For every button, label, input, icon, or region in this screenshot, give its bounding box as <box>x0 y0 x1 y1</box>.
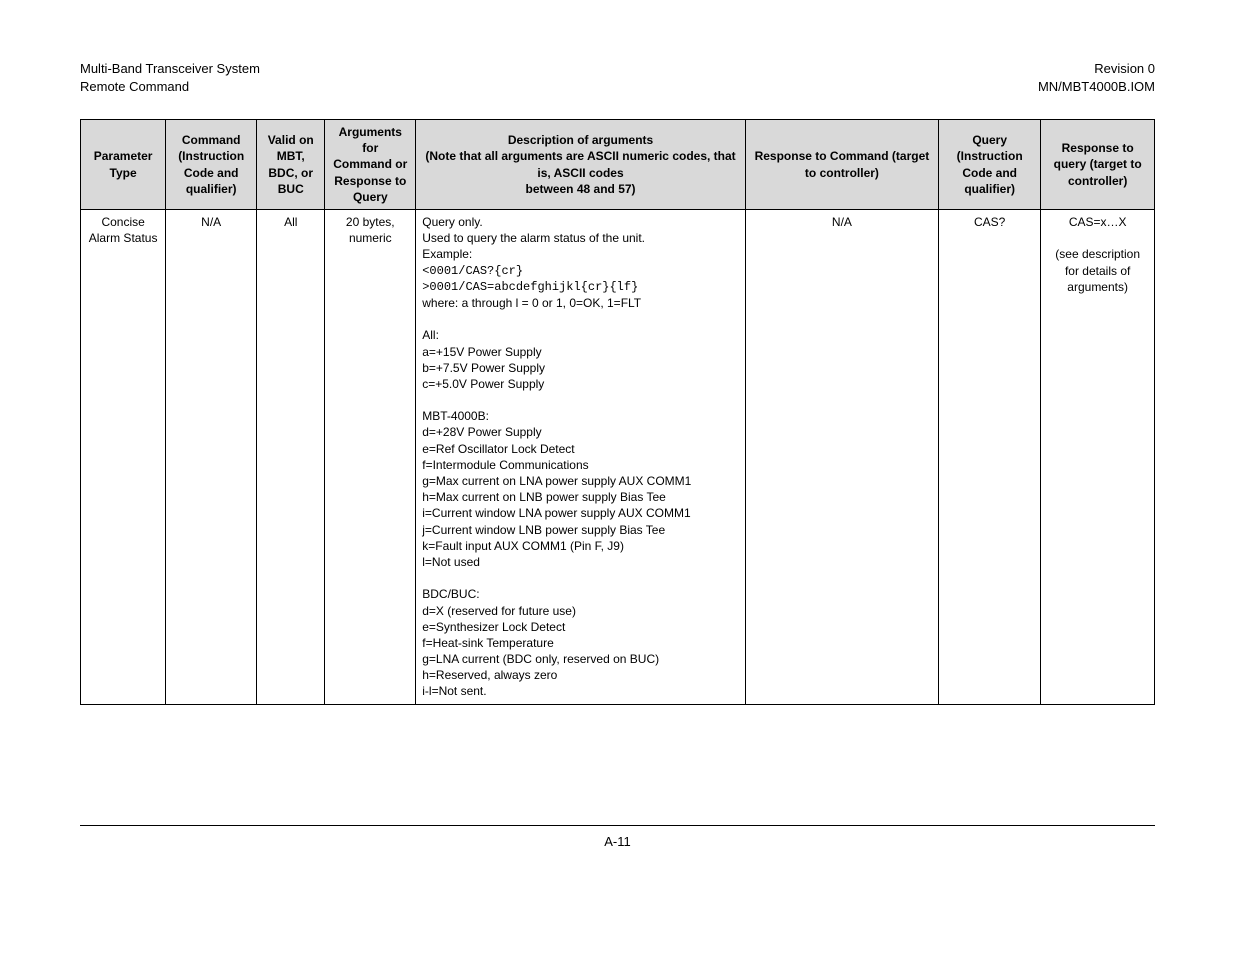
desc-intro2: Used to query the alarm status of the un… <box>422 230 739 246</box>
cell-response-to-query: CAS=x…X (see description for details of … <box>1041 210 1155 705</box>
resp-query-line2: (see description for details of argument… <box>1047 246 1148 295</box>
th-response-to-command: Response to Command (target to controlle… <box>745 120 938 210</box>
all-a: a=+15V Power Supply <box>422 344 739 360</box>
header-right: Revision 0 MN/MBT4000B.IOM <box>1038 60 1155 95</box>
bdc-f: f=Heat-sink Temperature <box>422 635 739 651</box>
all-b: b=+7.5V Power Supply <box>422 360 739 376</box>
mbt-f: f=Intermodule Communications <box>422 457 739 473</box>
header-left-line2: Remote Command <box>80 78 260 96</box>
th-query: Query (Instruction Code and qualifier) <box>939 120 1041 210</box>
resp-query-line1: CAS=x…X <box>1047 214 1148 230</box>
th-response-to-query: Response to query (target to controller) <box>1041 120 1155 210</box>
bdc-d: d=X (reserved for future use) <box>422 603 739 619</box>
mbt-i: i=Current window LNA power supply AUX CO… <box>422 505 739 521</box>
mbt-label: MBT-4000B: <box>422 408 739 424</box>
cell-arguments: 20 bytes, numeric <box>325 210 416 705</box>
page-number: A-11 <box>604 834 631 849</box>
mbt-l: l=Not used <box>422 554 739 570</box>
mbt-g: g=Max current on LNA power supply AUX CO… <box>422 473 739 489</box>
th-description-sub: (Note that all arguments are ASCII numer… <box>422 148 739 180</box>
all-label: All: <box>422 327 739 343</box>
cell-valid-on: All <box>257 210 325 705</box>
bdc-il: i-l=Not sent. <box>422 683 739 699</box>
mbt-h: h=Max current on LNB power supply Bias T… <box>422 489 739 505</box>
th-description-sub2: between 48 and 57) <box>422 181 739 197</box>
header-left-line1: Multi-Band Transceiver System <box>80 60 260 78</box>
table-header-row: Parameter Type Command (Instruction Code… <box>81 120 1155 210</box>
cell-command: N/A <box>166 210 257 705</box>
mbt-j: j=Current window LNB power supply Bias T… <box>422 522 739 538</box>
desc-where: where: a through l = 0 or 1, 0=OK, 1=FLT <box>422 295 739 311</box>
th-command: Command (Instruction Code and qualifier) <box>166 120 257 210</box>
header-right-line1: Revision 0 <box>1038 60 1155 78</box>
header-right-line2: MN/MBT4000B.IOM <box>1038 78 1155 96</box>
table-row: Concise Alarm Status N/A All 20 bytes, n… <box>81 210 1155 705</box>
bdc-g: g=LNA current (BDC only, reserved on BUC… <box>422 651 739 667</box>
page-footer: A-11 <box>80 825 1155 849</box>
cell-parameter-type: Concise Alarm Status <box>81 210 166 705</box>
desc-example-line2: >0001/CAS=abcdefghijkl{cr}{lf} <box>422 279 739 295</box>
bdc-label: BDC/BUC: <box>422 586 739 602</box>
cell-query: CAS? <box>939 210 1041 705</box>
mbt-e: e=Ref Oscillator Lock Detect <box>422 441 739 457</box>
cell-response-to-command: N/A <box>745 210 938 705</box>
header-left: Multi-Band Transceiver System Remote Com… <box>80 60 260 95</box>
bdc-e: e=Synthesizer Lock Detect <box>422 619 739 635</box>
th-arguments: Arguments for Command or Response to Que… <box>325 120 416 210</box>
all-c: c=+5.0V Power Supply <box>422 376 739 392</box>
page-header: Multi-Band Transceiver System Remote Com… <box>80 60 1155 95</box>
desc-example-label: Example: <box>422 246 739 262</box>
cell-description: Query only. Used to query the alarm stat… <box>416 210 746 705</box>
th-description: Description of arguments (Note that all … <box>416 120 746 210</box>
th-parameter-type: Parameter Type <box>81 120 166 210</box>
command-table: Parameter Type Command (Instruction Code… <box>80 119 1155 705</box>
th-description-title: Description of arguments <box>422 132 739 148</box>
th-valid-on: Valid on MBT, BDC, or BUC <box>257 120 325 210</box>
mbt-k: k=Fault input AUX COMM1 (Pin F, J9) <box>422 538 739 554</box>
mbt-d: d=+28V Power Supply <box>422 424 739 440</box>
desc-intro1: Query only. <box>422 214 739 230</box>
bdc-h: h=Reserved, always zero <box>422 667 739 683</box>
desc-example-line1: <0001/CAS?{cr} <box>422 263 739 279</box>
